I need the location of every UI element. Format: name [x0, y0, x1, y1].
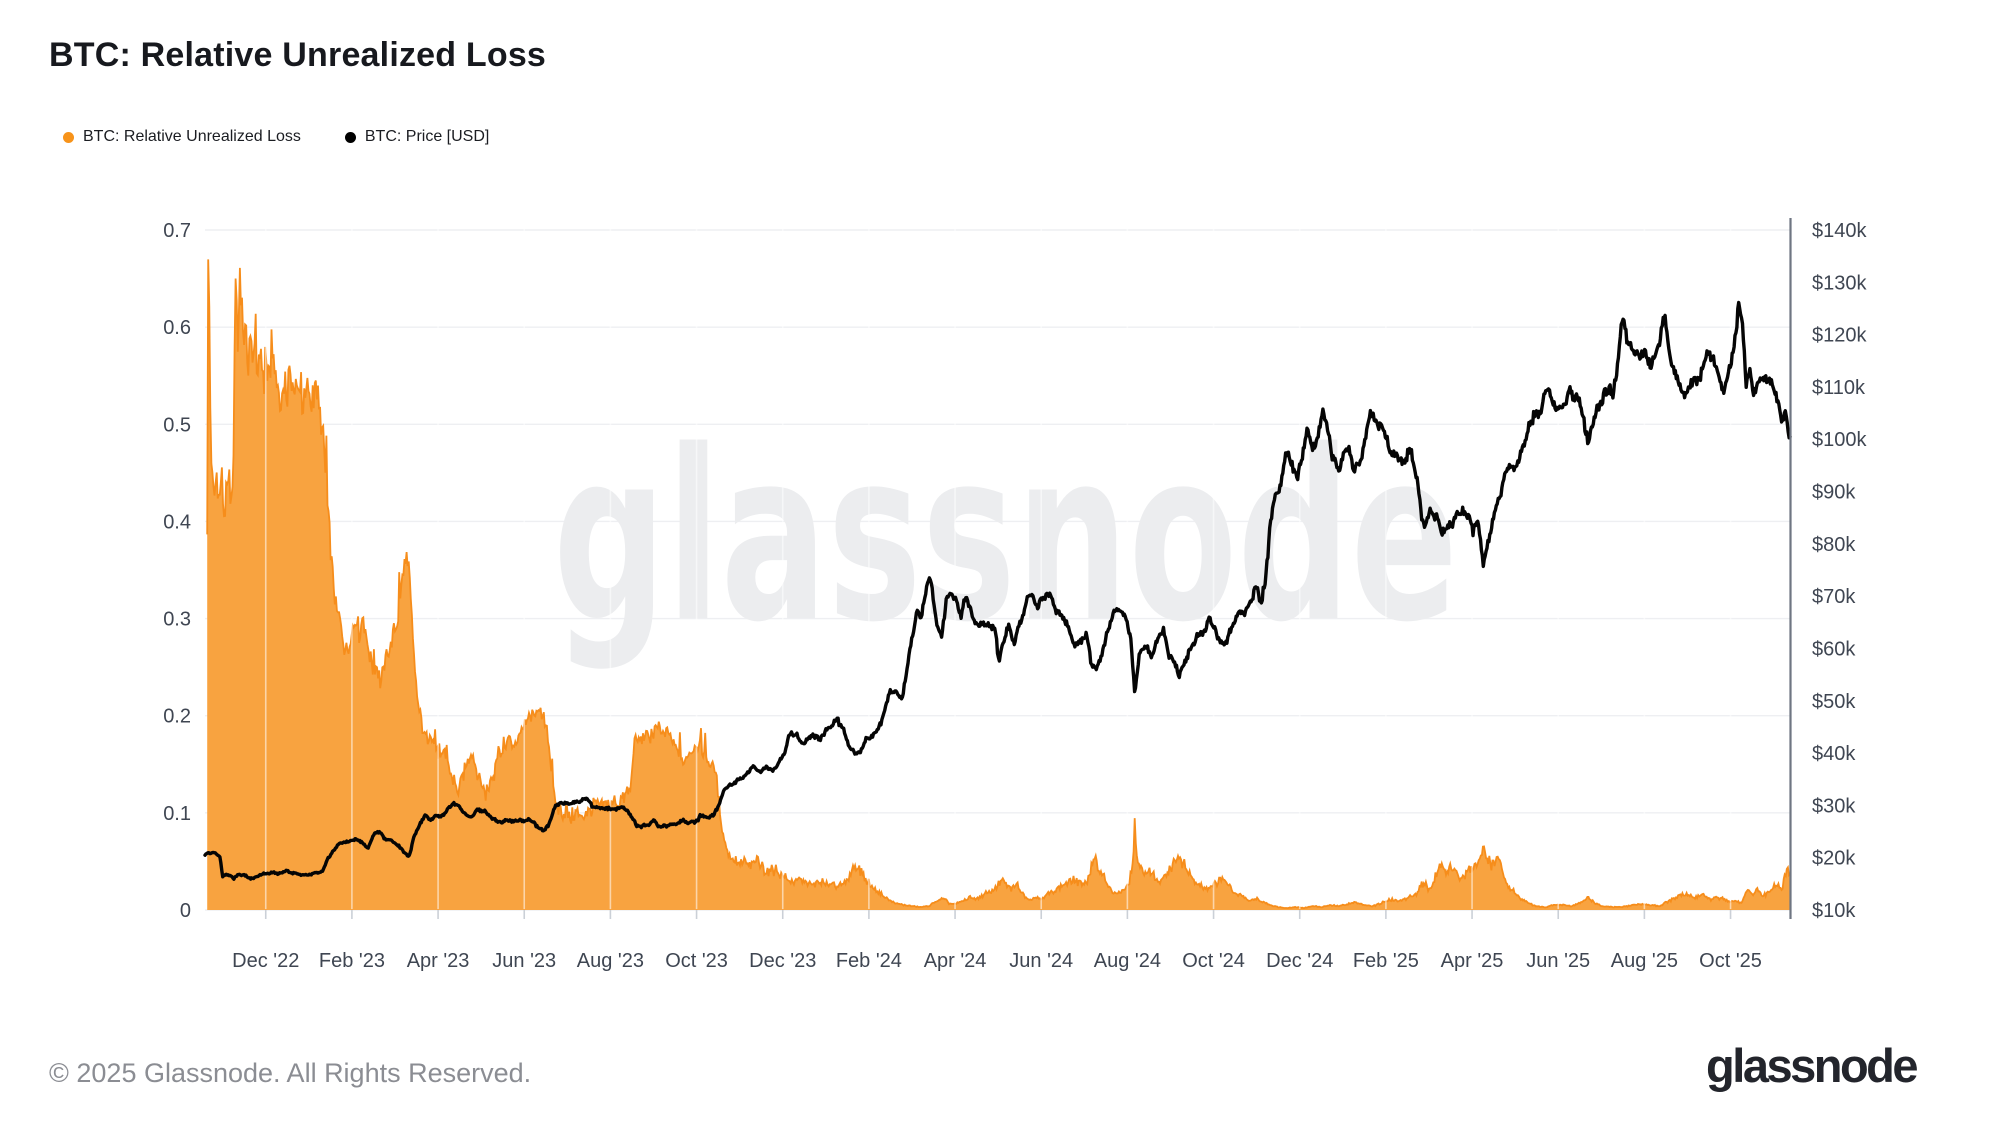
x-axis-tick-label: Apr '25: [1441, 950, 1504, 972]
glassnode-logo: glassnode: [1706, 1039, 1918, 1092]
left-axis-tick-label: 0: [180, 900, 191, 922]
legend-item-price[interactable]: BTC: Price [USD]: [344, 128, 490, 146]
right-axis-tick-label: $50k: [1812, 691, 1856, 713]
x-axis-tick-label: Aug '24: [1094, 950, 1161, 972]
right-axis-tick-label: $10k: [1812, 900, 1856, 922]
right-axis-tick-label: $30k: [1812, 795, 1856, 817]
legend-label-price: BTC: Price [USD]: [364, 128, 490, 145]
right-axis-tick-label: $60k: [1812, 638, 1856, 660]
legend-swatch-black-dot-icon: [344, 131, 356, 143]
unrealized-loss-area-edge: [206, 259, 1791, 910]
x-axis-tick-label: Apr '23: [407, 950, 470, 972]
x-axis-tick-label: Aug '23: [577, 950, 644, 972]
price-line: [203, 300, 1792, 881]
left-axis-tick-label: 0.4: [163, 511, 191, 533]
right-axis-tick-label: $20k: [1812, 848, 1856, 870]
x-axis-tick-label: Jun '24: [1009, 950, 1073, 972]
x-axis-tick-label: Dec '24: [1266, 950, 1333, 972]
x-axis-tick-label: Oct '24: [1182, 950, 1245, 972]
x-axis-tick-label: Feb '25: [1353, 950, 1419, 972]
left-axis-tick-label: 0.6: [163, 317, 191, 339]
page-title: BTC: Relative Unrealized Loss: [49, 36, 547, 74]
right-axis-tick-label: $110k: [1812, 377, 1866, 399]
legend: BTC: Relative Unrealized Loss BTC: Price…: [63, 128, 489, 146]
left-axis-tick-label: 0.3: [163, 609, 191, 631]
right-axis-tick-label: $40k: [1812, 743, 1856, 765]
legend-item-unrealized-loss[interactable]: BTC: Relative Unrealized Loss: [63, 128, 301, 146]
left-axis-tick-label: 0.7: [163, 220, 191, 242]
plot-area[interactable]: [205, 218, 1790, 910]
right-axis-tick-label: $70k: [1812, 586, 1856, 608]
legend-swatch-orange-dot-icon: [63, 131, 74, 143]
right-axis-tick-label: $80k: [1812, 534, 1856, 556]
x-axis-tick-label: Oct '23: [665, 950, 728, 972]
x-axis-tick-label: Aug '25: [1611, 950, 1678, 972]
left-axis-tick-label: 0.5: [163, 414, 191, 436]
left-axis-tick-label: 0.1: [163, 803, 191, 825]
x-axis-tick-label: Jun '23: [492, 950, 556, 972]
right-axis-tick-label: $90k: [1812, 482, 1856, 504]
copyright-text: © 2025 Glassnode. All Rights Reserved.: [49, 1058, 532, 1088]
x-axis-tick-label: Feb '24: [836, 950, 902, 972]
right-axis-tick-label: $120k: [1812, 325, 1867, 347]
right-axis-tick-label: $100k: [1812, 429, 1867, 451]
left-axis-tick-label: 0.2: [163, 706, 191, 728]
x-axis-tick-label: Feb '23: [319, 950, 385, 972]
right-axis-tick-label: $130k: [1812, 272, 1867, 294]
x-axis-tick-label: Apr '24: [924, 950, 987, 972]
x-axis-tick-label: Dec '23: [749, 950, 816, 972]
legend-label-unrealized-loss: BTC: Relative Unrealized Loss: [83, 128, 301, 145]
right-axis-tick-label: $140k: [1812, 220, 1867, 242]
x-axis-tick-label: Dec '22: [232, 950, 299, 972]
x-axis-tick-label: Jun '25: [1526, 950, 1590, 972]
x-axis-tick-label: Oct '25: [1699, 950, 1762, 972]
